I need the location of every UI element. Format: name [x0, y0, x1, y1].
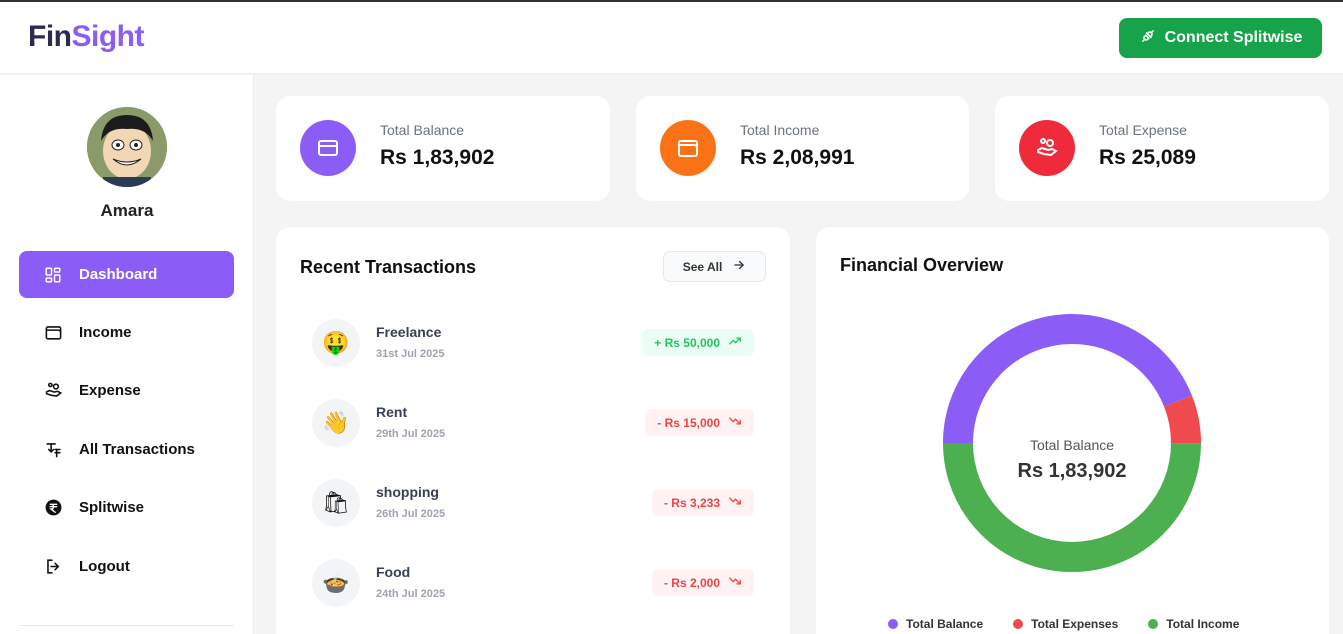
recent-transactions-title: Recent Transactions: [300, 257, 477, 277]
nav-item-label: Splitwise: [79, 499, 145, 516]
logout-icon: [43, 557, 63, 577]
transaction-emoji-icon: 🤑: [312, 319, 360, 367]
donut-center-value: Rs 1,83,902: [1017, 460, 1127, 482]
rupee-icon: [43, 498, 63, 518]
donut-chart: [943, 314, 1201, 572]
transaction-name: Freelance: [376, 324, 442, 340]
donut-slice-total-income[interactable]: [943, 314, 1201, 572]
transaction-date: 29th Jul 2025: [376, 428, 446, 440]
transaction-emoji-icon: 🍲: [312, 559, 360, 607]
transactions-icon: [43, 440, 63, 460]
financial-overview-card: Financial Overview Total Balance Rs 1,83…: [816, 227, 1329, 634]
transaction-amount: - Rs 3,233: [663, 495, 720, 510]
nav-item-expense[interactable]: Expense: [19, 367, 234, 414]
legend-label: Total Balance: [906, 617, 984, 631]
transaction-amount-badge: - Rs 3,233: [651, 489, 754, 516]
connect-splitwise-button[interactable]: Connect Splitwise: [1119, 18, 1322, 58]
sidebar-divider: [19, 625, 234, 626]
legend-label: Total Expenses: [1031, 617, 1119, 631]
transaction-amount-badge: - Rs 15,000: [645, 409, 754, 436]
chart-legend: Total Balance Total Expenses Total Incom…: [888, 617, 1239, 631]
legend-dot: [1013, 619, 1024, 629]
nav-item-logout[interactable]: Logout: [19, 543, 234, 590]
stat-label: Total Expense: [1099, 122, 1187, 138]
transaction-amount: + Rs 50,000: [654, 335, 720, 350]
plug-icon: [1139, 27, 1157, 50]
hand-coins-icon: [1019, 120, 1075, 176]
transaction-date: 31st Jul 2025: [376, 348, 445, 360]
window-top-border: [0, 0, 1343, 2]
legend-dot: [888, 619, 898, 629]
transaction-date: 24th Jul 2025: [376, 588, 446, 600]
stat-value: Rs 2,08,991: [740, 146, 855, 169]
transaction-row[interactable]: 👋 Rent 29th Jul 2025 - Rs 15,000: [312, 399, 754, 449]
arrow-right-icon: [732, 258, 746, 275]
logo-part-fin: Fin: [28, 20, 72, 53]
transaction-row[interactable]: 🤑 Freelance 31st Jul 2025 + Rs 50,000: [312, 319, 754, 369]
stat-card-total-income: Total Income Rs 2,08,991: [636, 96, 969, 201]
nav-item-income[interactable]: Income: [19, 309, 234, 356]
transaction-amount: - Rs 15,000: [657, 415, 720, 430]
stat-label: Total Income: [740, 122, 820, 138]
transaction-row[interactable]: 🛍 shopping 26th Jul 2025 - Rs 3,233: [312, 479, 754, 529]
connect-splitwise-label: Connect Splitwise: [1164, 29, 1303, 46]
avatar: [87, 107, 167, 187]
transaction-emoji-icon: 🛍: [312, 479, 360, 527]
stat-label: Total Balance: [380, 122, 465, 138]
stat-card-total-expense: Total Expense Rs 25,089: [995, 96, 1329, 201]
trending-down-icon: [728, 494, 742, 511]
legend-label: Total Income: [1166, 617, 1240, 631]
transaction-name: Rent: [376, 404, 408, 420]
transaction-name: shopping: [376, 484, 439, 500]
legend-item: Total Income: [1148, 617, 1239, 631]
stat-value: Rs 1,83,902: [380, 146, 495, 169]
nav-item-label: Logout: [79, 558, 130, 575]
nav-item-all-transactions[interactable]: All Transactions: [19, 426, 234, 473]
trending-down-icon: [728, 414, 742, 431]
nav-item-label: Dashboard: [79, 266, 158, 283]
wallet-icon: [43, 323, 63, 343]
nav-item-label: All Transactions: [79, 441, 195, 458]
transaction-amount-badge: + Rs 50,000: [642, 329, 754, 356]
transaction-date: 26th Jul 2025: [376, 508, 446, 520]
top-header: FinSight Connect Splitwise: [0, 2, 1343, 74]
dashboard-icon: [43, 265, 63, 285]
transaction-emoji-icon: 👋: [312, 399, 360, 447]
stat-card-total-balance: Total Balance Rs 1,83,902: [276, 96, 610, 201]
app-logo[interactable]: FinSight: [28, 20, 144, 54]
card-icon: [300, 120, 356, 176]
legend-dot: [1148, 619, 1159, 629]
financial-overview-title: Financial Overview: [840, 255, 1004, 275]
donut-slice-total-expenses[interactable]: [943, 314, 1201, 572]
recent-transactions-card: Recent Transactions See All 🤑 Freelance …: [276, 227, 790, 634]
nav-item-label: Expense: [79, 382, 141, 399]
nav-item-label: Income: [79, 324, 132, 341]
nav-item-splitwise[interactable]: Splitwise: [19, 484, 234, 531]
legend-item: Total Expenses: [1013, 617, 1118, 631]
hand-coins-icon: [43, 381, 63, 401]
trending-down-icon: [728, 574, 742, 591]
transaction-amount: - Rs 2,000: [663, 575, 720, 590]
trending-up-icon: [728, 334, 742, 351]
user-name: Amara: [100, 201, 154, 220]
stat-value: Rs 25,089: [1099, 146, 1196, 169]
transaction-amount-badge: - Rs 2,000: [651, 569, 754, 596]
wallet-icon: [660, 120, 716, 176]
logo-part-sight: Sight: [71, 20, 145, 53]
sidebar: Amara Dashboard Income Expense All Trans…: [0, 75, 254, 634]
nav-item-dashboard[interactable]: Dashboard: [19, 251, 234, 298]
see-all-button[interactable]: See All: [663, 251, 766, 282]
see-all-label: See All: [682, 259, 723, 274]
transaction-row[interactable]: 🍲 Food 24th Jul 2025 - Rs 2,000: [312, 559, 754, 609]
transaction-name: Food: [376, 564, 411, 580]
donut-center-label: Total Balance: [1029, 437, 1115, 453]
legend-item: Total Balance: [888, 617, 983, 631]
